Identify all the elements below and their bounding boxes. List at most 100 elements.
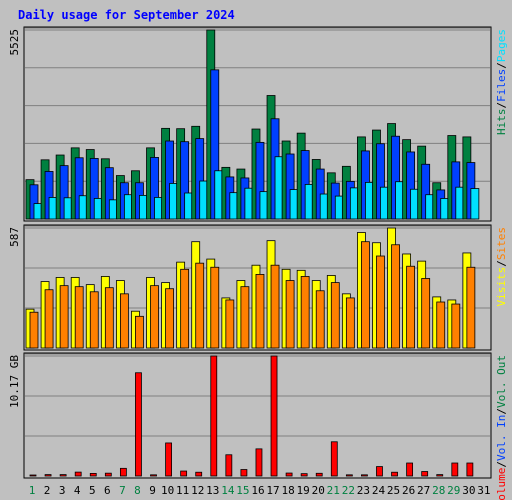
bar-volume-day-25 xyxy=(391,471,398,477)
bar-sites-day-18 xyxy=(285,280,295,349)
bar-volume-day-1 xyxy=(29,474,37,477)
bar-sites-day-4 xyxy=(74,286,84,349)
bar-volume-day-21 xyxy=(330,441,338,477)
bar-volume-day-29 xyxy=(451,462,459,477)
bar-pages-day-30 xyxy=(470,188,480,220)
bar-volume-day-2 xyxy=(44,474,52,477)
legend-entry: Sites xyxy=(495,227,508,260)
bar-sites-day-2 xyxy=(44,289,54,349)
day-label-8: 8 xyxy=(134,484,141,497)
legend-kbytes: Volume/Vol. In/Vol. Out xyxy=(495,355,508,500)
bar-sites-day-25 xyxy=(391,244,400,349)
day-label-31: 31 xyxy=(477,484,490,497)
bar-volume-day-12 xyxy=(195,471,203,477)
bar-sites-day-26 xyxy=(406,265,416,349)
day-label-22: 22 xyxy=(342,484,355,497)
bar-sites-day-28 xyxy=(436,301,446,349)
bar-volume-day-8 xyxy=(135,372,142,477)
day-label-30: 30 xyxy=(462,484,475,497)
legend-entry: Vol. Out xyxy=(495,355,508,408)
day-label-15: 15 xyxy=(236,484,249,497)
day-label-28: 28 xyxy=(432,484,445,497)
day-label-20: 20 xyxy=(312,484,325,497)
bars-requests xyxy=(25,29,480,220)
legend-visits: Visits/Sites xyxy=(495,227,508,307)
bar-sites-day-11 xyxy=(180,268,190,349)
bar-sites-day-20 xyxy=(315,290,325,349)
bar-volume-day-13 xyxy=(210,355,218,477)
panel-visits: 587 Visits/Sites xyxy=(8,224,508,351)
bar-sites-day-3 xyxy=(59,285,69,349)
bar-sites-day-5 xyxy=(89,291,99,349)
day-label-12: 12 xyxy=(191,484,204,497)
bar-volume-day-14 xyxy=(225,454,233,477)
legend-separator: / xyxy=(495,408,508,415)
bar-volume-day-23 xyxy=(361,474,368,477)
day-label-11: 11 xyxy=(176,484,189,497)
bar-sites-day-29 xyxy=(451,303,461,349)
legend-separator: / xyxy=(495,260,508,267)
legend-entry: Volume xyxy=(495,468,508,500)
legend-separator: / xyxy=(495,461,508,468)
bar-sites-day-24 xyxy=(376,255,385,349)
bar-volume-day-9 xyxy=(150,474,157,477)
legend-entry: Visits xyxy=(495,267,508,307)
day-label-19: 19 xyxy=(297,484,310,497)
bar-volume-day-7 xyxy=(119,467,127,477)
bar-sites-day-1 xyxy=(29,311,39,349)
bar-volume-day-17 xyxy=(270,355,278,477)
day-label-3: 3 xyxy=(59,484,66,497)
day-label-16: 16 xyxy=(251,484,264,497)
day-label-17: 17 xyxy=(266,484,279,497)
bar-volume-day-16 xyxy=(255,448,263,477)
bar-sites-day-8 xyxy=(135,315,144,349)
legend-separator: / xyxy=(495,102,508,109)
bar-volume-day-3 xyxy=(59,474,67,477)
bar-sites-day-10 xyxy=(165,288,174,349)
bar-sites-day-15 xyxy=(240,286,250,349)
bar-volume-day-19 xyxy=(300,473,308,477)
day-label-29: 29 xyxy=(447,484,460,497)
bar-sites-day-16 xyxy=(255,274,265,349)
day-label-5: 5 xyxy=(89,484,96,497)
legend-entry: Vol. In xyxy=(495,415,508,461)
bar-sites-day-27 xyxy=(421,278,431,349)
day-label-26: 26 xyxy=(402,484,415,497)
day-label-18: 18 xyxy=(281,484,294,497)
bar-volume-day-5 xyxy=(89,473,97,477)
legend-entry: Files xyxy=(495,69,508,102)
day-label-1: 1 xyxy=(29,484,36,497)
day-label-4: 4 xyxy=(74,484,81,497)
day-label-2: 2 xyxy=(44,484,51,497)
day-label-21: 21 xyxy=(327,484,340,497)
bar-sites-day-14 xyxy=(225,299,235,349)
bar-sites-day-19 xyxy=(300,276,310,349)
panel-max-label: 587 xyxy=(8,227,21,247)
bar-volume-day-15 xyxy=(240,469,248,477)
bar-sites-day-21 xyxy=(330,282,340,349)
day-label-10: 10 xyxy=(161,484,174,497)
bar-sites-day-23 xyxy=(361,241,370,349)
day-label-13: 13 xyxy=(206,484,219,497)
chart-panels: 5525Hits/Files/Pages587Visits/Sites10.17… xyxy=(8,26,508,500)
bar-volume-day-24 xyxy=(376,466,383,477)
bar-volume-day-18 xyxy=(285,472,293,477)
day-label-23: 23 xyxy=(357,484,370,497)
day-label-9: 9 xyxy=(149,484,156,497)
day-label-7: 7 xyxy=(119,484,126,497)
legend-separator: / xyxy=(495,62,508,69)
bar-sites-day-6 xyxy=(104,287,114,349)
legend-requests: Hits/Files/Pages xyxy=(495,29,508,135)
bar-sites-day-7 xyxy=(119,293,129,349)
bar-volume-day-11 xyxy=(180,470,188,477)
bar-volume-day-20 xyxy=(315,472,323,477)
bar-volume-day-28 xyxy=(436,474,444,477)
bar-volume-day-27 xyxy=(421,471,429,477)
day-label-6: 6 xyxy=(104,484,111,497)
bar-volume-day-30 xyxy=(466,462,474,477)
day-label-14: 14 xyxy=(221,484,235,497)
